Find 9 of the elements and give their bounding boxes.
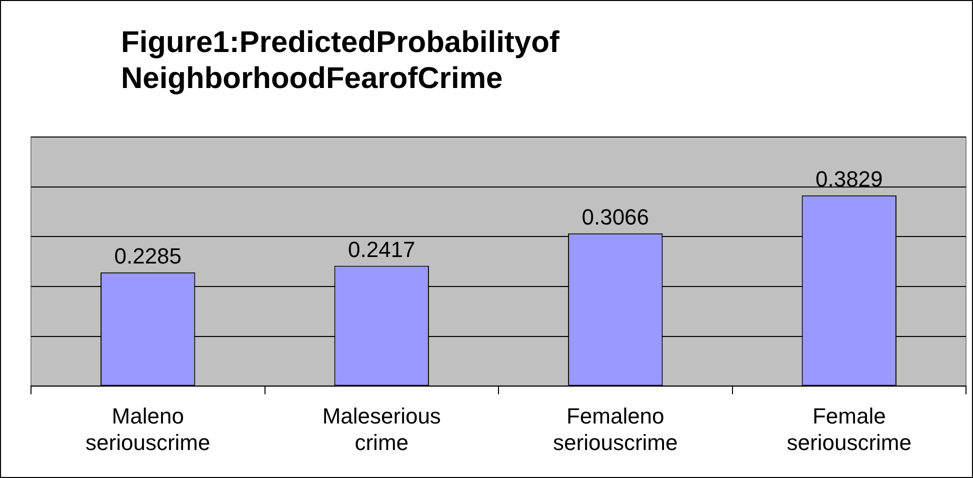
x-tick-label: Maleserious crime (322, 403, 441, 455)
x-tick-label: Maleno seriouscrime (86, 403, 210, 455)
data-label: 0.2285 (114, 243, 182, 268)
data-label: 0.3066 (582, 204, 650, 230)
data-label: 0.2417 (348, 236, 416, 262)
chart-title: Figure1:PredictedProbabilityof NeighborhoodFearofCrime (121, 25, 560, 97)
data-label: 0.3829 (815, 166, 883, 192)
x-tick-label: Femaleno seriouscrime (553, 403, 678, 455)
x-tick-label: Female seriouscrime (786, 403, 912, 455)
